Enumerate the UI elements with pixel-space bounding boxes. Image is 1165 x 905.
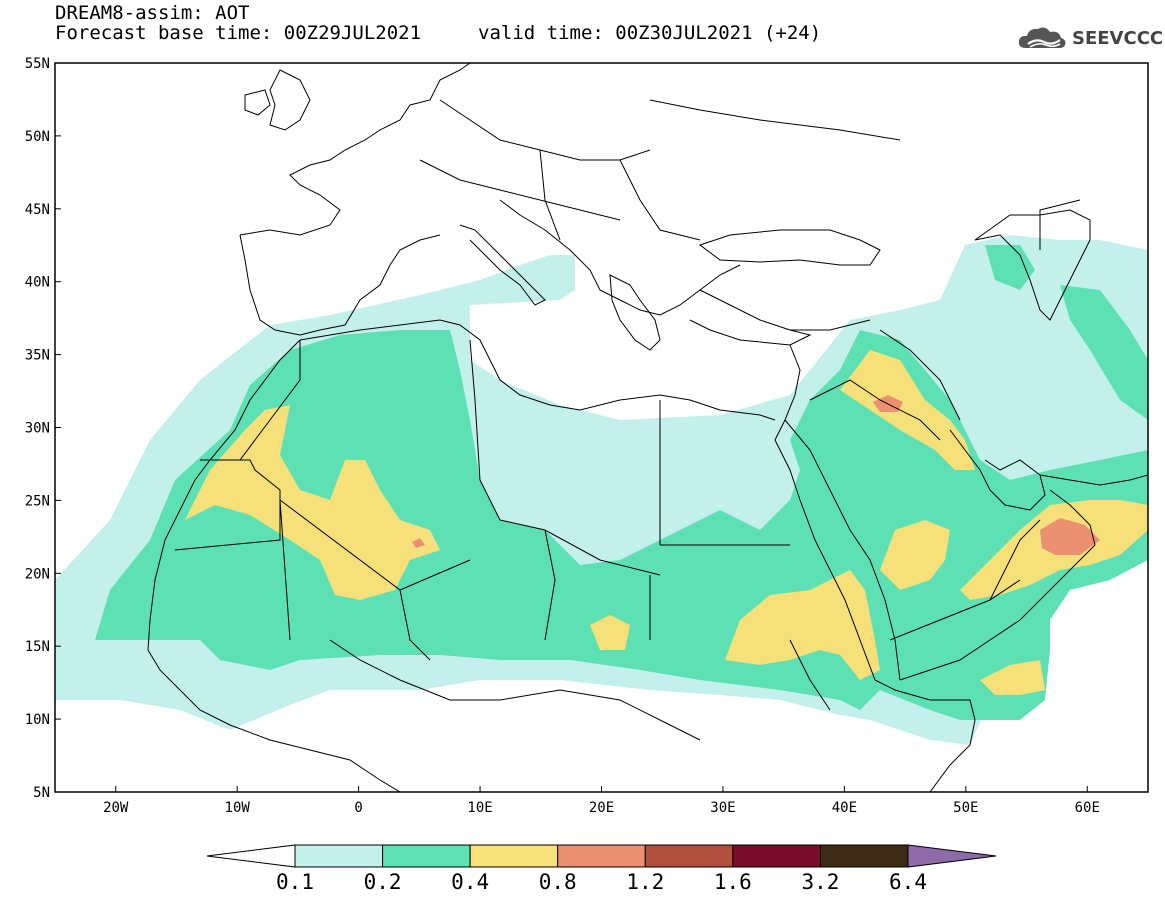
aot-contour-0.8-oman	[1040, 518, 1100, 555]
lon-label: 60E	[1075, 800, 1100, 816]
coastline-iberia	[239, 234, 441, 336]
longitude-axis: 20W 10W 0 10E 20E 30E 40E 50E 60E	[103, 786, 1100, 816]
valid-time: valid time: 00Z30JUL2021 (+24)	[478, 22, 822, 44]
coastline-north-africa	[299, 319, 776, 421]
coastline-red-sea-west	[774, 439, 876, 681]
lat-label: 45N	[25, 202, 50, 218]
border-russia	[649, 99, 901, 141]
aot-field	[55, 235, 1148, 745]
colorbar-label: 0.1	[276, 870, 314, 894]
colorbar-box	[819, 844, 909, 868]
lon-label: 30E	[710, 800, 735, 816]
colorbar-box	[732, 844, 821, 868]
colorbar-label: 1.6	[714, 870, 752, 894]
lat-label: 55N	[25, 56, 50, 72]
lat-label: 35N	[25, 348, 50, 364]
logo-text: SEEVCCC	[1072, 27, 1164, 49]
cloud-icon	[1018, 27, 1066, 48]
colorbar-arrow-high	[907, 844, 997, 868]
border-iran-iraq	[879, 329, 961, 421]
aot-contour-0.4-iraq	[840, 350, 975, 470]
colorbar-box	[469, 844, 559, 868]
coastline-ireland	[244, 89, 271, 116]
border-oman	[989, 519, 1041, 601]
seevccc-logo: SEEVCCC	[1016, 24, 1163, 52]
border-morocco-algeria	[239, 340, 301, 461]
coastline-caspian	[974, 209, 1091, 321]
coastline-britain	[269, 69, 311, 131]
aot-contour-0.4-somalia	[980, 660, 1045, 695]
coastline-turkey-south	[689, 289, 812, 346]
border-niger-chad	[544, 529, 556, 641]
colorbar-label: 0.8	[539, 870, 577, 894]
coastline-persian-gulf	[949, 429, 1046, 511]
coastline-arabia-south	[899, 489, 1096, 681]
border-eu-2	[419, 159, 621, 221]
colorbar: 0.1 0.2 0.4 0.8 1.2 1.6 3.2 6.4	[206, 844, 997, 894]
colorbar-box	[644, 844, 734, 868]
coastline-black-sea	[698, 229, 881, 266]
border-africa-interior-1	[329, 639, 500, 701]
lat-label: 30N	[25, 421, 50, 437]
border-africa-interior-2	[499, 689, 701, 741]
lat-label: 25N	[25, 493, 50, 509]
coastline-levant	[774, 344, 801, 441]
lon-label: 50E	[953, 800, 978, 816]
coastlines-and-borders	[147, 63, 1148, 792]
colorbar-label: 0.2	[364, 870, 402, 894]
border-saudi-iraq	[809, 379, 941, 441]
lon-label: 0	[354, 800, 362, 816]
lat-label: 40N	[25, 275, 50, 291]
colorbar-box	[382, 844, 471, 868]
colorbar-label: 3.2	[801, 870, 839, 894]
lat-label: 10N	[25, 712, 50, 728]
coastline-atlantic-africa	[147, 339, 401, 792]
lon-label: 20E	[589, 800, 614, 816]
lon-label: 10E	[467, 800, 492, 816]
lon-label: 40E	[832, 800, 857, 816]
latitude-axis: 55N 50N 45N 40N 35N 30N 25N 20N 15N 10N 5N	[25, 56, 61, 801]
colorbar-box	[294, 844, 384, 868]
map-title: DREAM8-assim: AOT	[55, 2, 250, 24]
border-algeria-libya	[469, 339, 501, 521]
lat-label: 15N	[25, 639, 50, 655]
aot-contour-0.2	[95, 330, 1148, 720]
coastline-red-sea-east	[784, 419, 901, 681]
aot-contour-0.2-iran	[1060, 285, 1148, 420]
aot-contour-0.2-caspian	[985, 245, 1035, 290]
border-eu-1	[439, 99, 651, 161]
border-mali-niger	[399, 589, 431, 661]
coastline-greece	[609, 274, 661, 351]
colorbar-arrow-low	[206, 844, 296, 868]
aot-contour-0.4-sahara-west	[185, 405, 440, 600]
coastline-europe-west	[239, 63, 471, 236]
border-mauritania	[279, 499, 291, 641]
coastline-italy	[459, 224, 546, 306]
colorbar-label: 1.2	[626, 870, 664, 894]
border-libya-chad	[499, 519, 661, 576]
coastline-iran-south	[1039, 474, 1148, 486]
border-turkey-syria	[790, 319, 871, 331]
border-western-sahara	[174, 459, 281, 551]
lat-label: 20N	[25, 566, 50, 582]
lat-label: 50N	[25, 129, 50, 145]
border-saudi-yemen	[889, 579, 1021, 641]
border-eu-3	[539, 149, 561, 241]
aot-contour-0.4-arabia	[880, 520, 950, 590]
colorbar-label: 0.4	[451, 870, 489, 894]
colorbar-label: 6.4	[889, 870, 927, 894]
lon-label: 20W	[103, 800, 129, 816]
border-sudan-ethiopia	[789, 639, 831, 711]
aot-contour-0.4-chad	[590, 615, 630, 650]
lat-label: 5N	[33, 785, 50, 801]
coastline-horn-africa	[874, 679, 976, 792]
aot-contour-0.4-sudan	[725, 570, 880, 680]
border-iran-turkmen	[1039, 199, 1081, 250]
aot-contour-0.8-algeria	[412, 538, 425, 548]
colorbar-box	[557, 844, 646, 868]
forecast-base-time: Forecast base time: 00Z29JUL2021	[55, 22, 422, 44]
lon-label: 10W	[225, 800, 251, 816]
border-eu-4	[619, 159, 701, 241]
